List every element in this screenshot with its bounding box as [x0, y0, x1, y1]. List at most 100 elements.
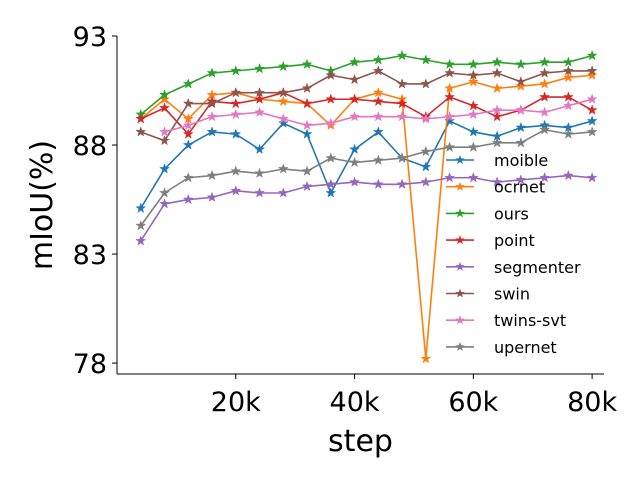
data-point-point — [301, 97, 313, 109]
legend: moible ocrnet ours point segmenter swin twins-… — [446, 151, 581, 357]
series-swin — [135, 65, 598, 146]
x-tick-label: 40k — [330, 387, 380, 418]
data-point-swin — [372, 65, 384, 76]
legend-label: twins-svt — [494, 311, 566, 330]
data-point-upernet — [277, 163, 289, 174]
data-point-twins-svt — [586, 93, 598, 104]
data-point-moible — [372, 126, 384, 137]
data-point-swin — [420, 78, 432, 89]
data-point-point — [467, 100, 479, 111]
legend-swatch-marker — [455, 315, 465, 325]
series-line-ours — [140, 54, 593, 116]
data-point-ours — [254, 62, 266, 74]
data-point-segmenter — [325, 178, 337, 189]
x-tick-label: 20k — [211, 387, 261, 418]
data-point-twins-svt — [325, 117, 337, 128]
data-point-ours — [586, 49, 598, 61]
data-point-ocrnet — [372, 86, 384, 98]
data-point-moible — [301, 128, 313, 139]
data-point-ours — [562, 56, 574, 67]
data-point-upernet — [254, 167, 266, 179]
data-point-point — [539, 91, 551, 102]
data-point-twins-svt — [230, 108, 242, 120]
data-point-upernet — [586, 126, 598, 137]
data-point-point — [182, 128, 194, 139]
legend-item-twins-svt: twins-svt — [446, 311, 566, 330]
data-point-swin — [182, 97, 194, 109]
series-upernet — [135, 124, 598, 231]
data-point-segmenter — [396, 178, 408, 189]
data-point-twins-svt — [182, 119, 194, 131]
data-point-swin — [277, 86, 289, 98]
data-point-twins-svt — [467, 108, 479, 120]
data-point-segmenter — [349, 176, 361, 187]
data-point-upernet — [562, 128, 574, 139]
data-point-swin — [301, 82, 313, 93]
data-point-upernet — [159, 187, 170, 198]
data-point-upernet — [230, 165, 242, 176]
legend-label: segmenter — [494, 258, 581, 277]
legend-swatch-marker — [455, 208, 465, 218]
data-point-ocrnet — [491, 82, 503, 93]
data-point-ours — [182, 78, 194, 89]
data-point-swin — [325, 69, 337, 80]
data-point-twins-svt — [491, 104, 503, 115]
legend-item-moible: moible — [446, 151, 548, 170]
data-point-swin — [515, 76, 527, 87]
data-point-ours — [301, 58, 313, 70]
series-line-ocrnet — [140, 74, 593, 360]
data-point-moible — [444, 115, 456, 126]
legend-label: moible — [494, 151, 548, 170]
data-point-segmenter — [182, 193, 194, 205]
data-point-point — [562, 91, 574, 102]
data-point-ours — [467, 58, 479, 70]
x-tick-label: 60k — [448, 387, 498, 418]
data-point-twins-svt — [372, 110, 384, 122]
series-ours — [135, 49, 598, 120]
data-point-swin — [562, 65, 574, 76]
data-point-ocrnet — [515, 80, 527, 91]
data-point-ours — [230, 65, 242, 76]
data-point-segmenter — [586, 171, 598, 183]
series-layer — [135, 49, 598, 364]
legend-swatch-marker — [455, 288, 465, 298]
series-twins-svt — [159, 93, 598, 137]
data-point-segmenter — [277, 187, 289, 198]
data-point-ours — [444, 58, 456, 70]
data-point-upernet — [182, 171, 194, 183]
data-point-ours — [206, 67, 218, 78]
legend-item-ours: ours — [446, 204, 529, 223]
data-point-ocrnet — [467, 76, 479, 87]
data-point-segmenter — [301, 180, 313, 192]
data-point-ours — [396, 49, 408, 61]
data-point-point — [349, 93, 361, 104]
legend-swatch-marker — [455, 155, 465, 165]
data-point-ours — [515, 58, 527, 70]
x-axis-label: step — [328, 424, 393, 459]
data-point-segmenter — [420, 176, 432, 187]
data-point-upernet — [491, 137, 503, 148]
data-point-upernet — [301, 165, 313, 176]
data-point-swin — [349, 73, 361, 85]
data-point-moible — [515, 121, 527, 133]
data-point-moible — [206, 126, 218, 137]
data-point-twins-svt — [539, 106, 551, 117]
legend-label: point — [494, 231, 535, 250]
data-point-twins-svt — [206, 110, 218, 122]
data-point-twins-svt — [159, 126, 170, 137]
data-point-moible — [230, 128, 242, 139]
legend-item-upernet: upernet — [446, 338, 557, 357]
y-tick-label: 83 — [73, 240, 107, 271]
data-point-ocrnet — [277, 95, 289, 107]
y-tick-label: 78 — [73, 349, 107, 380]
data-point-moible — [135, 202, 147, 213]
data-point-twins-svt — [349, 110, 361, 122]
data-point-twins-svt — [420, 113, 432, 124]
data-point-ours — [159, 89, 170, 100]
data-point-swin — [491, 67, 503, 78]
legend-item-segmenter: segmenter — [446, 258, 581, 277]
data-point-swin — [135, 126, 147, 137]
data-point-twins-svt — [444, 110, 456, 122]
data-point-upernet — [467, 141, 479, 152]
